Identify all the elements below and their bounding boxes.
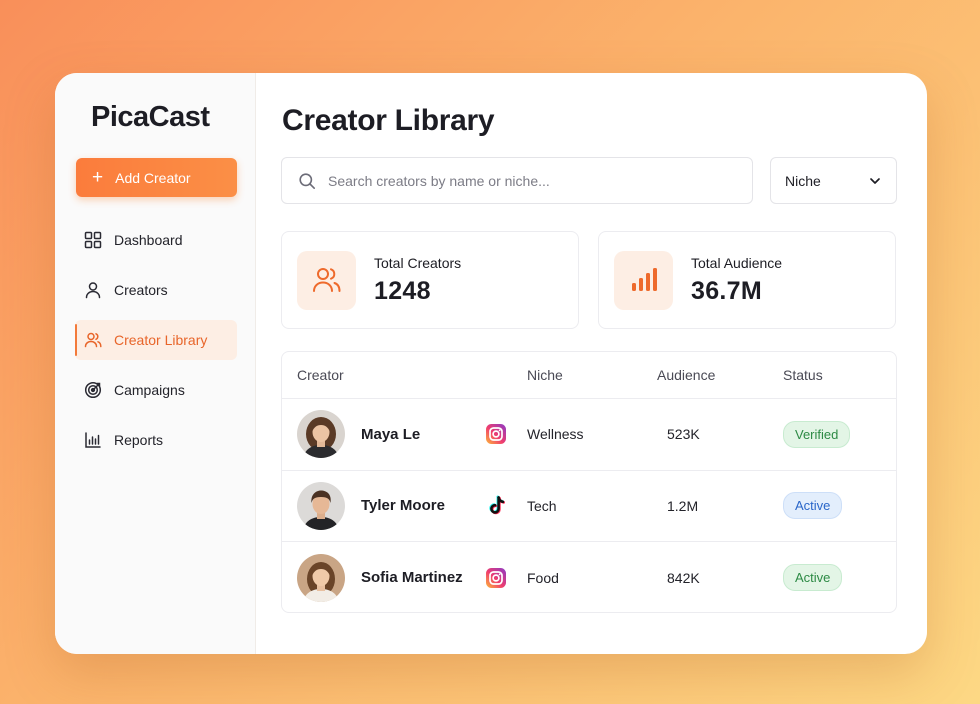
niche-filter-value: Niche [785,172,821,189]
tiktok-icon[interactable] [485,495,507,517]
creator-name[interactable]: Tyler Moore [361,497,445,515]
avatar [297,553,345,602]
stat-icon-box [297,250,356,310]
signal-bars-icon [631,268,657,291]
add-creator-label: Add Creator [115,169,191,186]
app-window: PicaCast + Add Creator Dashboard Creator… [55,73,927,654]
status-badge: Active [783,564,843,592]
creator-cell: Sofia Martinez [282,553,527,602]
app-logo: PicaCast [91,101,210,133]
page-title: Creator Library [282,104,495,137]
table-row[interactable]: Sofia Martinez Food 842K Active [282,542,896,612]
sidebar-item-label: Campaigns [114,382,185,398]
stat-label: Total Creators [374,254,462,271]
stat-icon-box [614,250,673,310]
sidebar-item-creator-library[interactable]: Creator Library [75,320,237,360]
column-header-creator[interactable]: Creator [297,367,344,383]
column-header-status[interactable]: Status [783,367,823,383]
search-input[interactable] [328,172,728,189]
sidebar-item-campaigns[interactable]: Campaigns [75,370,237,410]
table-row[interactable]: Tyler Moore Tech 1.2M [282,471,896,542]
niche-cell: Tech [527,497,557,514]
niche-filter-dropdown[interactable]: Niche [770,157,897,204]
avatar [297,410,345,459]
stat-card-total-audience: Total Audience 36.7M [598,231,896,329]
status-cell: Active [783,492,896,520]
creator-cell: Tyler Moore [282,481,527,530]
stat-card-total-creators: Total Creators 1248 [281,231,579,329]
creators-table: Creator Niche Audience Status [281,351,897,613]
grid-icon [84,231,102,249]
plus-icon: + [92,167,104,188]
status-cell: Verified [783,420,896,448]
sidebar-item-creators[interactable]: Creators [75,270,237,310]
sidebar-item-label: Dashboard [114,232,183,248]
chevron-down-icon [870,177,880,184]
instagram-icon[interactable] [485,567,507,589]
users-icon [312,268,340,292]
creator-name[interactable]: Sofia Martinez [361,569,463,587]
sidebar-item-reports[interactable]: Reports [75,420,237,460]
status-badge: Active [783,492,843,520]
user-icon [85,282,101,299]
status-cell: Active [783,564,896,592]
instagram-icon[interactable] [485,423,507,445]
sidebar-nav: Dashboard Creators Creator Library [75,220,237,470]
stat-value: 36.7M [691,276,762,305]
avatar [297,481,345,530]
sidebar-item-label: Creators [114,282,168,298]
column-header-audience[interactable]: Audience [657,367,716,383]
creator-cell: Maya Le [282,410,527,459]
column-header-niche[interactable]: Niche [527,367,563,383]
target-icon [84,381,102,399]
stat-label: Total Audience [691,254,783,271]
add-creator-button[interactable]: + Add Creator [76,158,237,197]
status-badge: Verified [783,420,851,448]
sidebar-item-dashboard[interactable]: Dashboard [75,220,237,260]
users-icon [84,332,102,348]
audience-cell: 1.2M [667,497,699,514]
sidebar-item-label: Reports [114,432,164,448]
table-header: Creator Niche Audience Status [282,352,896,399]
stat-value: 1248 [374,276,431,305]
creator-name[interactable]: Maya Le [361,425,421,443]
sidebar-item-label: Creator Library [114,332,208,348]
niche-cell: Food [527,569,559,586]
sidebar: PicaCast + Add Creator Dashboard Creator… [55,73,256,654]
bar-chart-icon [85,432,101,448]
search-box[interactable] [281,157,753,204]
audience-cell: 842K [667,569,700,586]
search-icon [299,172,315,189]
main-content: Creator Library Niche Total Creators [256,73,927,654]
audience-cell: 523K [667,426,700,443]
niche-cell: Wellness [527,426,584,443]
table-row[interactable]: Maya Le Wellness 523K Verified [282,399,896,471]
